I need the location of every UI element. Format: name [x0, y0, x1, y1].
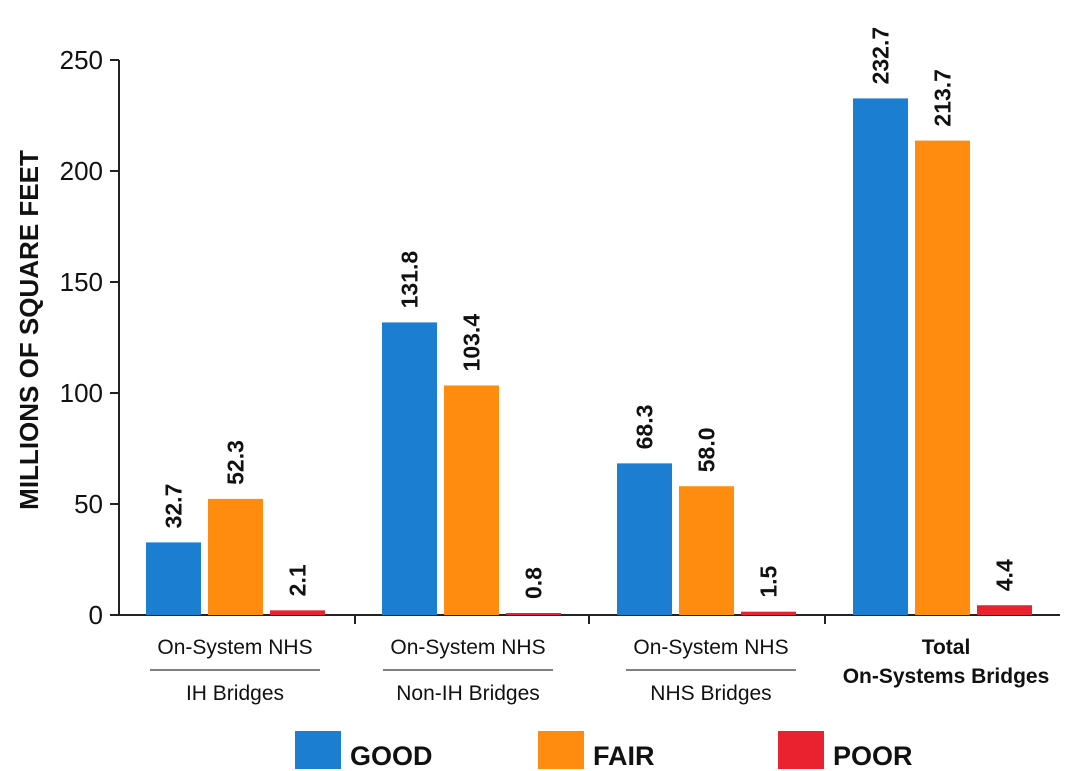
- category-label-line2: IH Bridges: [186, 682, 284, 705]
- category-label-line1: Total: [922, 636, 971, 659]
- category-label-line2: NHS Bridges: [650, 682, 771, 705]
- bar-fair: [915, 141, 970, 615]
- data-label: 232.7: [868, 27, 894, 85]
- data-label: 103.4: [459, 314, 485, 372]
- bar-good: [617, 463, 672, 615]
- y-tick-label: 50: [74, 489, 103, 519]
- bar-fair: [208, 499, 263, 615]
- legend-label-good: GOOD: [350, 741, 433, 771]
- bar-poor: [977, 605, 1032, 615]
- category-label-line2: On-Systems Bridges: [843, 665, 1050, 688]
- y-tick-label: 250: [60, 45, 103, 75]
- y-tick-label: 200: [60, 156, 103, 186]
- bar-good: [382, 322, 437, 615]
- bar-poor: [506, 613, 561, 615]
- category-label-line1: On-System NHS: [390, 636, 545, 659]
- legend-swatch-fair: [538, 731, 584, 769]
- data-label: 32.7: [161, 484, 187, 529]
- legend-swatch-poor: [778, 731, 824, 769]
- data-label: 68.3: [632, 405, 658, 450]
- y-axis: 0 50 100 150 200 250 MILLIONS OF SQUARE FEET: [14, 45, 119, 630]
- legend: GOOD FAIR POOR: [295, 731, 913, 771]
- bar-poor: [741, 612, 796, 615]
- category-label-line1: On-System NHS: [633, 636, 788, 659]
- y-tick-label: 150: [60, 267, 103, 297]
- y-tick-label: 0: [89, 600, 103, 630]
- y-axis-title: MILLIONS OF SQUARE FEET: [14, 150, 44, 510]
- x-axis: On-System NHS IH Bridges On-System NHS Non-…: [119, 615, 1060, 705]
- data-label: 2.1: [285, 564, 311, 596]
- data-label: 213.7: [930, 69, 956, 127]
- bar-fair: [679, 486, 734, 615]
- bar-fair: [444, 385, 499, 615]
- data-label: 131.8: [397, 251, 423, 309]
- data-label: 58.0: [694, 427, 720, 472]
- bars: [146, 98, 1032, 615]
- bar-good: [146, 542, 201, 615]
- data-label: 4.4: [992, 559, 1018, 591]
- data-label: 0.8: [521, 567, 547, 599]
- bar-poor: [270, 610, 325, 615]
- data-label: 1.5: [756, 565, 782, 597]
- category-label-line1: On-System NHS: [157, 636, 312, 659]
- data-label: 52.3: [223, 440, 249, 485]
- y-tick-label: 100: [60, 378, 103, 408]
- legend-label-poor: POOR: [833, 741, 913, 771]
- legend-label-fair: FAIR: [593, 741, 655, 771]
- legend-swatch-good: [295, 731, 341, 769]
- category-label-line2: Non-IH Bridges: [396, 682, 540, 705]
- bar-good: [853, 98, 908, 615]
